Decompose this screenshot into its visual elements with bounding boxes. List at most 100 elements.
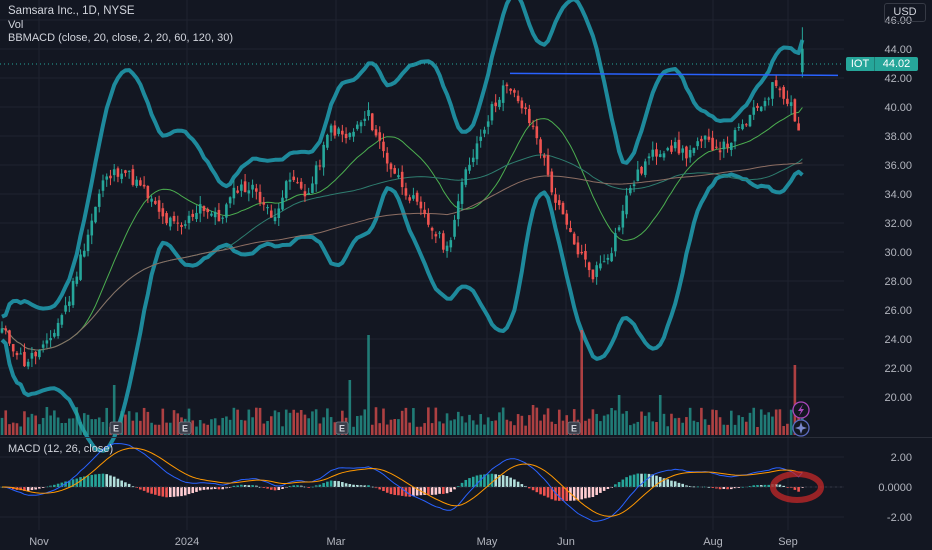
volume-bar	[423, 423, 426, 435]
macd-histogram-bar	[759, 485, 763, 487]
currency-button[interactable]: USD	[884, 3, 926, 22]
macd-histogram-bar	[359, 485, 363, 487]
volume-bar	[711, 409, 714, 435]
indicator-label[interactable]: BBMACD (close, 20, close, 2, 20, 60, 120…	[8, 32, 234, 44]
candle-body	[79, 254, 82, 280]
volume-bar	[273, 410, 277, 435]
macd-pane[interactable]	[0, 443, 842, 522]
volume-bar	[213, 418, 217, 435]
volume-bar	[131, 420, 135, 435]
candle-body	[408, 197, 411, 201]
volume-bar	[696, 422, 699, 435]
macd-histogram-bar	[273, 487, 277, 491]
volume-bar	[483, 424, 486, 435]
macd-histogram-bar	[584, 487, 587, 499]
candle-body	[546, 155, 550, 175]
earnings-icon[interactable]: E	[109, 421, 123, 435]
macd-histogram-bar	[636, 473, 640, 487]
candle-body	[629, 187, 632, 194]
candle-body	[243, 181, 247, 193]
candle-body	[434, 234, 438, 237]
macd-histogram-bar	[288, 485, 292, 487]
candle-body	[311, 183, 314, 194]
volume-bar	[752, 407, 756, 435]
candle-body	[587, 262, 591, 271]
candle-body	[771, 82, 774, 99]
volume-bar	[154, 424, 157, 435]
candle-body	[636, 169, 640, 182]
bollinger-lower	[0, 169, 804, 453]
volume-bar	[737, 415, 741, 435]
volume-bar	[68, 418, 71, 435]
macd-histogram-bar	[715, 487, 718, 489]
volume-bar	[236, 409, 239, 435]
macd-histogram-bar	[26, 487, 30, 491]
macd-histogram-bar	[513, 479, 516, 487]
candle-body	[651, 149, 655, 157]
price-axis[interactable]: 46.0044.0042.0040.0038.0036.0034.0032.00…	[878, 15, 912, 524]
macd-histogram-bar	[801, 487, 804, 488]
macd-histogram-bar	[789, 487, 793, 489]
volume-label[interactable]: Vol	[8, 19, 24, 31]
earnings-icon[interactable]: E	[335, 421, 349, 435]
candle-body	[640, 166, 643, 174]
volume-bar	[142, 407, 146, 435]
symbol-title[interactable]: Samsara Inc., 1D, NYSE	[8, 5, 135, 17]
macd-histogram-bar	[90, 474, 94, 487]
macd-histogram-bar	[71, 479, 75, 487]
macd-histogram-bar	[587, 487, 591, 498]
candle-body	[154, 200, 157, 204]
volume-bar	[243, 420, 247, 435]
candle-body	[101, 180, 105, 191]
candle-body	[370, 113, 374, 131]
volume-bar	[460, 416, 464, 435]
earnings-icon[interactable]: E	[178, 421, 192, 435]
time-axis[interactable]: Nov 2024 Mar May Jun Aug Sep	[29, 536, 798, 548]
volume-bar	[269, 416, 273, 435]
candle-body	[68, 301, 71, 306]
volume-bar	[786, 423, 789, 435]
volume-bar	[419, 426, 423, 435]
volume-bar	[105, 407, 109, 435]
volume-bar	[741, 416, 744, 435]
candle-body	[269, 210, 273, 218]
macd-histogram-bar	[307, 487, 310, 488]
candle-body	[427, 213, 430, 225]
earnings-icon[interactable]: E	[567, 421, 581, 435]
volume-bar	[195, 426, 198, 435]
volume-bar	[75, 407, 79, 435]
macd-histogram-bar	[393, 487, 396, 495]
resistance-trendline[interactable]	[509, 72, 839, 77]
lightning-icon[interactable]	[792, 401, 810, 419]
macd-histogram-bar	[741, 486, 744, 488]
macd-histogram-bar	[718, 487, 722, 490]
candle-body	[161, 208, 165, 217]
volume-bar	[524, 425, 527, 435]
volume-bar	[557, 409, 561, 435]
candle-body	[90, 220, 94, 236]
macd-histogram-bar	[722, 487, 726, 489]
volume-bar	[217, 425, 221, 435]
volume-bar	[726, 424, 729, 435]
candle-body	[124, 170, 127, 173]
volume-bar	[681, 422, 684, 435]
volume-bar	[292, 409, 296, 435]
macd-histogram-bar	[139, 487, 142, 490]
volume-bar	[621, 413, 625, 435]
sparkle-icon[interactable]	[792, 419, 810, 437]
volume-bar	[587, 418, 591, 435]
resistance-line[interactable]	[509, 72, 839, 77]
macd-histogram-bar	[535, 487, 539, 493]
macd-histogram-bar	[49, 485, 52, 487]
volume-bar	[662, 413, 666, 435]
macd-label[interactable]: MACD (12, 26, close)	[8, 443, 114, 455]
macd-histogram-bar	[169, 487, 172, 498]
volume-bar	[614, 410, 617, 435]
macd-histogram-bar	[165, 487, 168, 498]
candle-body	[531, 125, 535, 127]
volume-bar	[64, 422, 67, 435]
candle-body	[774, 80, 778, 86]
